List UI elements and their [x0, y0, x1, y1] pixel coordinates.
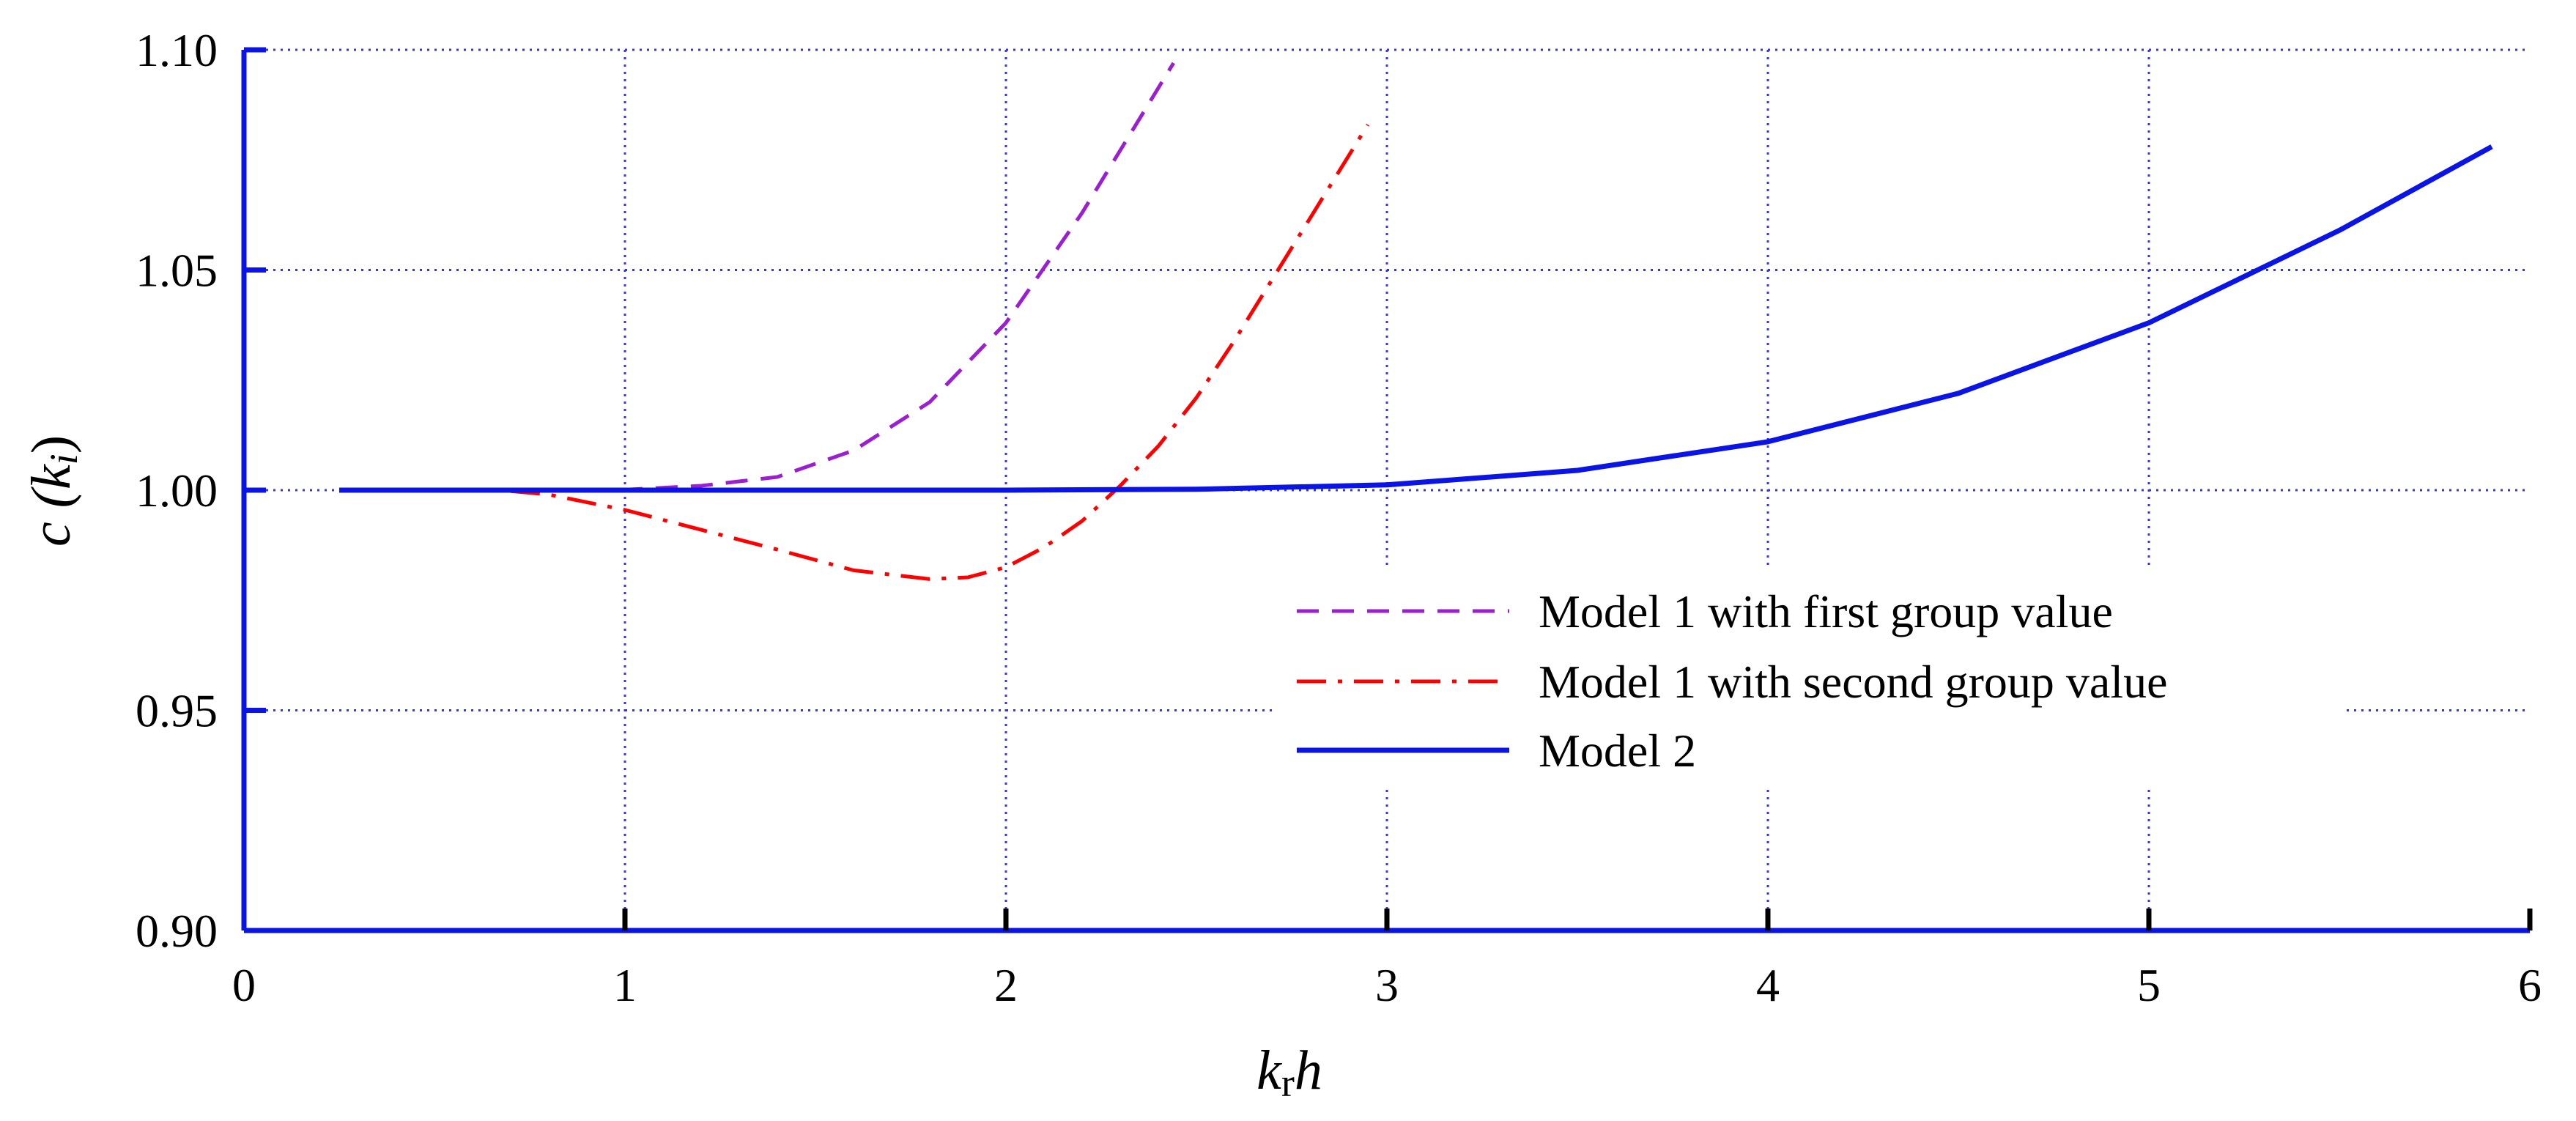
x-tick-label: 5: [2137, 959, 2161, 1011]
x-axis-title-tail: h: [1295, 1040, 1322, 1101]
legend: Model 1 with first group value Model 1 w…: [1275, 568, 2344, 788]
tick-labels: 0 1 2 3 4 5 6 0.90 0.95 1.00 1.05 1.10: [136, 24, 2542, 1011]
x-tick-label: 0: [232, 959, 256, 1011]
y-tick-label: 1.10: [136, 24, 218, 76]
x-axis-title-sub: r: [1281, 1061, 1295, 1105]
x-tick-label: 6: [2518, 959, 2542, 1011]
y-tick-label: 1.05: [136, 245, 218, 297]
x-axis-title-main: k: [1256, 1040, 1282, 1101]
x-axis-title: krh: [1256, 1040, 1322, 1105]
x-tick-label: 2: [994, 959, 1018, 1011]
y-tick-label: 0.90: [136, 905, 218, 957]
x-tick-label: 1: [613, 959, 637, 1011]
x-tick-label: 4: [1756, 959, 1780, 1011]
legend-label-model-1-first: Model 1 with first group value: [1539, 585, 2113, 637]
y-axis-title-sub: i: [42, 454, 86, 465]
legend-label-model-1-second: Model 1 with second group value: [1539, 656, 2168, 708]
y-axis-title-pre: c (: [21, 486, 82, 547]
axes: [241, 47, 2533, 933]
y-axis-title-post: ): [21, 435, 82, 454]
y-axis-title-main: k: [21, 464, 82, 489]
series-line-2: [339, 144, 2493, 493]
series-line-1: [339, 123, 1370, 581]
y-tick-label: 0.95: [136, 685, 218, 737]
series-line-0: [339, 62, 1175, 492]
series-lines: [339, 62, 2493, 581]
x-tick-label: 3: [1375, 959, 1399, 1011]
y-tick-label: 1.00: [136, 465, 218, 517]
legend-label-model-2: Model 2: [1539, 725, 1696, 777]
y-axis-title: c (ki): [21, 435, 86, 547]
